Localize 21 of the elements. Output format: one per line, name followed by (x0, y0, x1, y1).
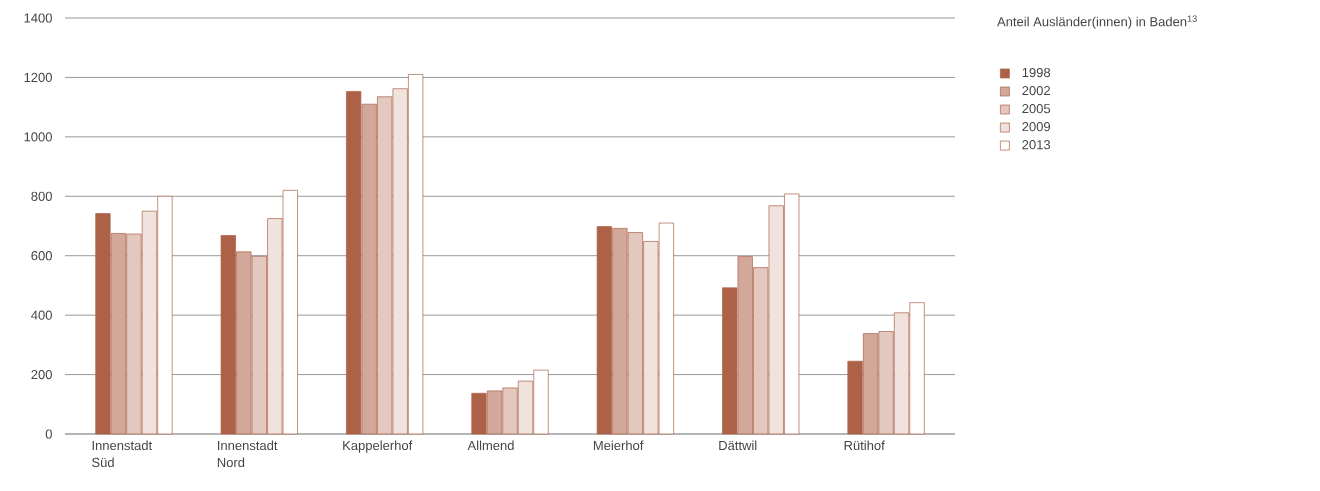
y-tick-label: 400 (31, 310, 52, 320)
y-tick-label: 1000 (24, 132, 52, 142)
y-tick-label: 800 (31, 191, 52, 201)
x-tick-label: Kappelerhof (343, 440, 413, 453)
legend-label: 2009 (1022, 122, 1051, 132)
x-tick-label: Meierhof (593, 440, 644, 451)
x-tick-label: Dättwil (719, 440, 757, 451)
y-tick-label: 600 (31, 251, 52, 261)
legend-title: Anteil Ausländer(innen) in Baden$^{13}$ (997, 15, 1197, 29)
x-tick-label: Rütihof (844, 440, 885, 451)
legend-label: 2005 (1022, 104, 1051, 114)
y-tick-label: 200 (31, 369, 52, 380)
legend-label: 1998 (1022, 67, 1051, 78)
y-tick-label: 1400 (24, 13, 52, 23)
y-tick-label: 1200 (24, 72, 52, 83)
legend-label: 2002 (1022, 85, 1050, 96)
y-tick-label: 0 (45, 429, 52, 439)
legend-label: 2013 (1022, 140, 1051, 150)
x-tick-label: Allmend (467, 440, 514, 451)
x-tick-label: Innenstadt Nord (217, 440, 278, 468)
x-tick-label: Innenstadt Süd (92, 440, 153, 468)
